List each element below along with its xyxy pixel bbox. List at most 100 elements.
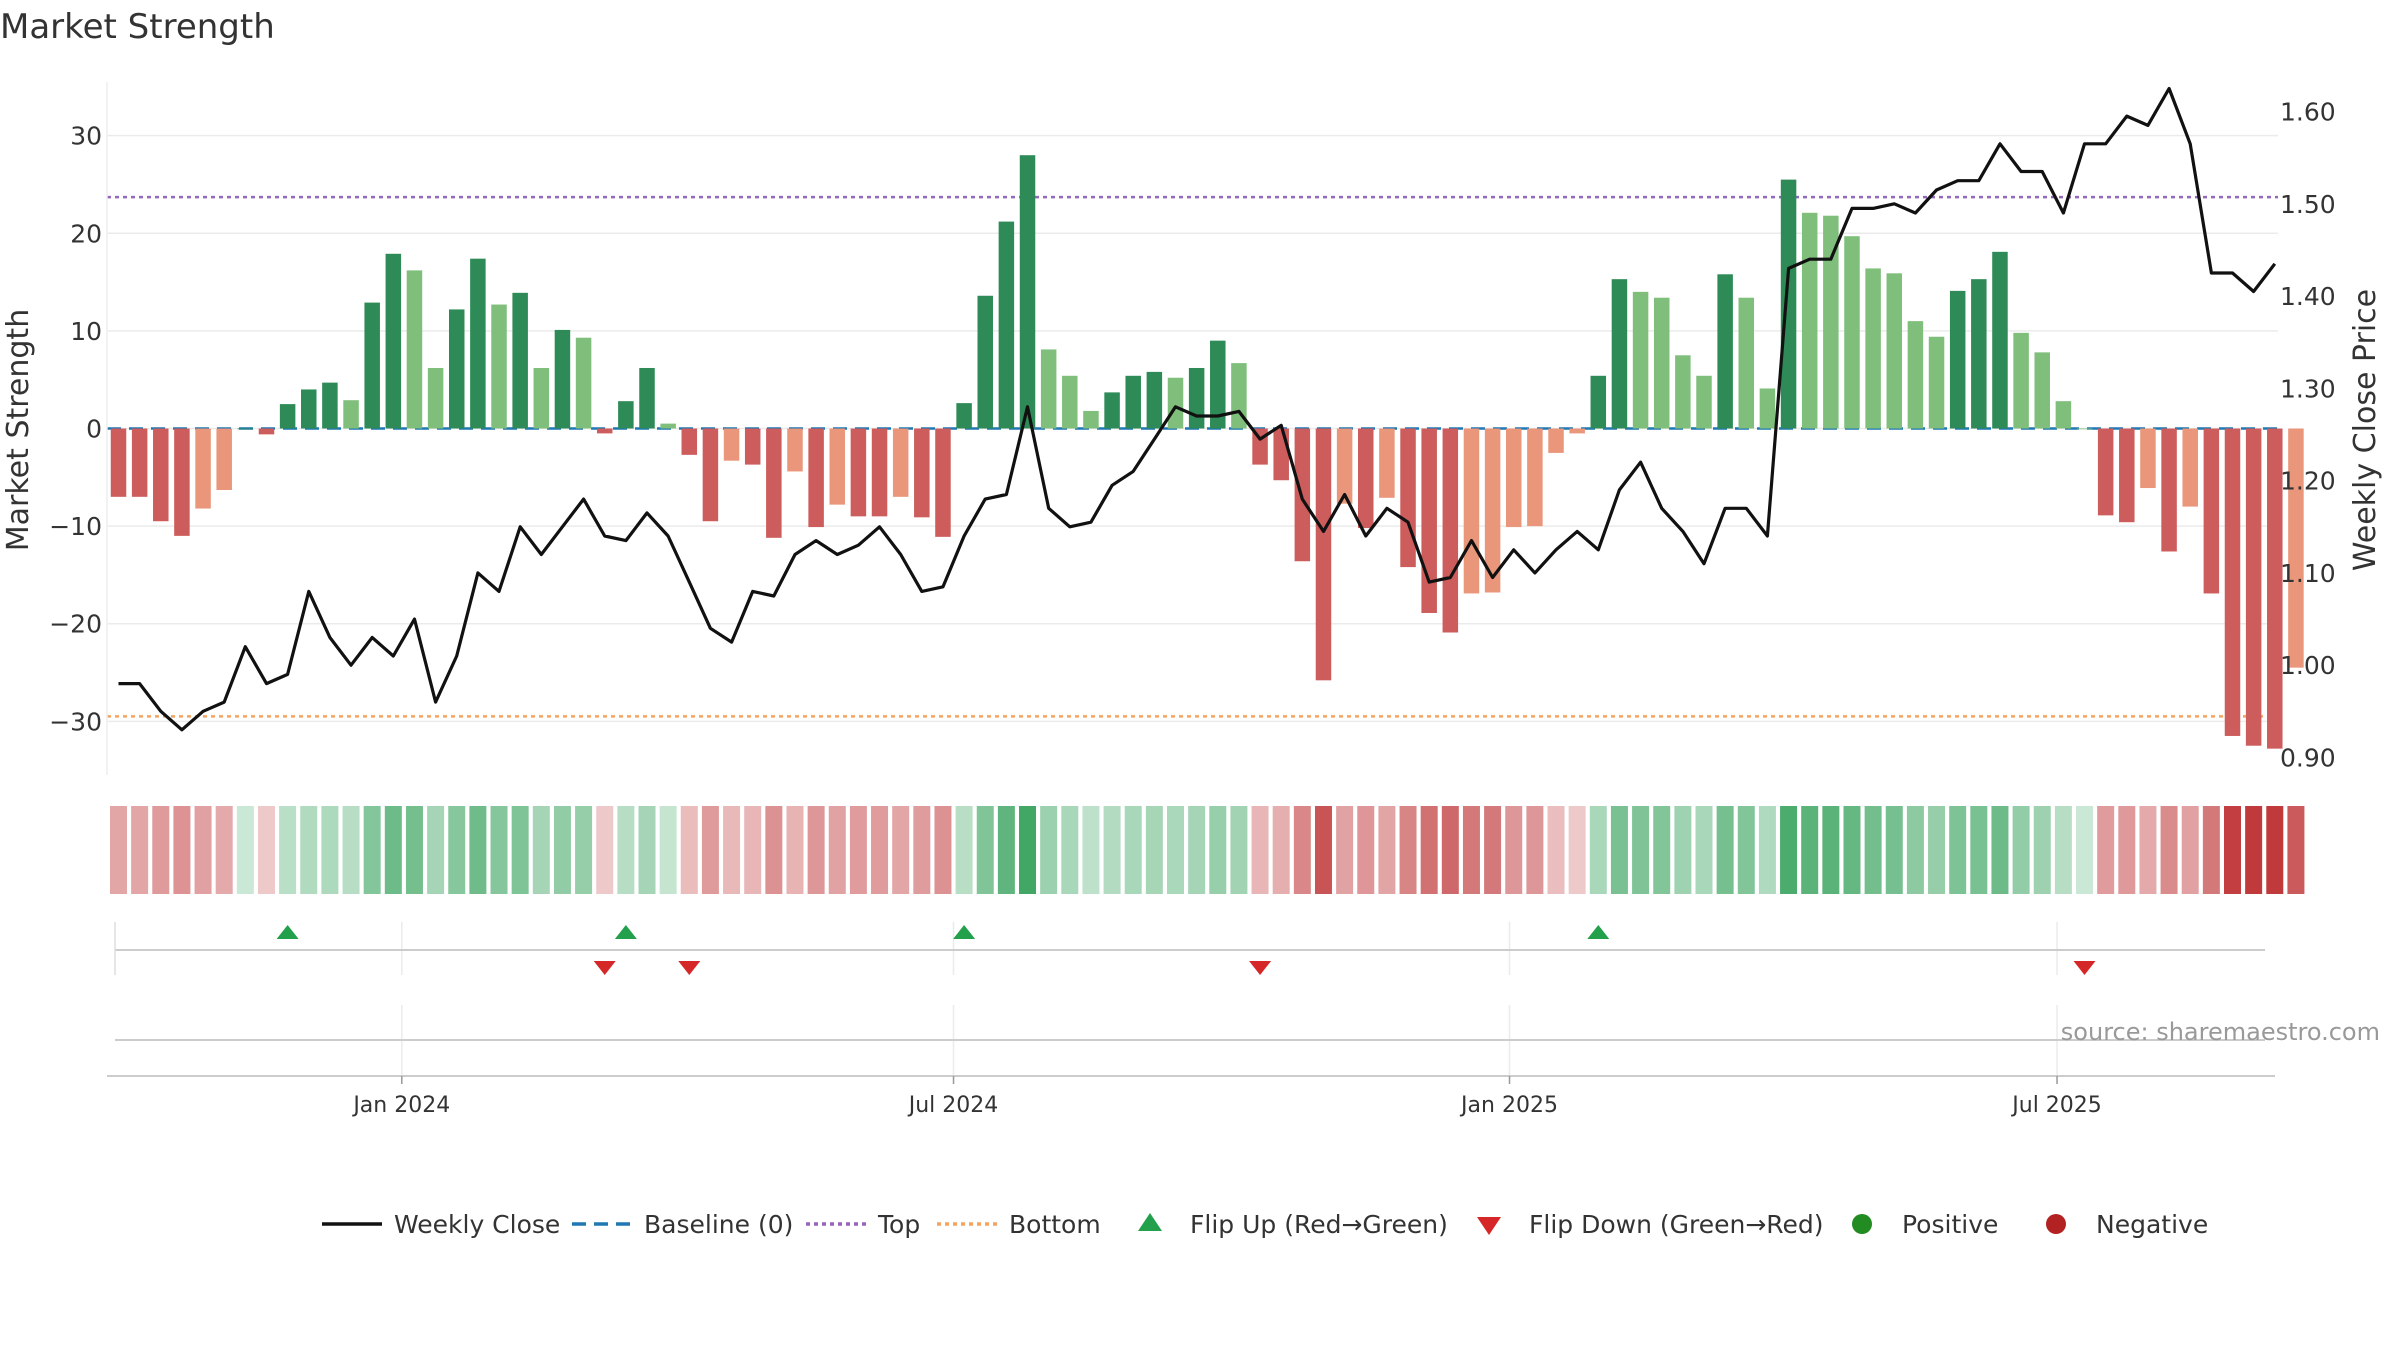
strip-cell [1737,806,1755,894]
strip-cell [659,806,677,894]
strength-bar [892,428,909,497]
strength-bar [1210,340,1226,429]
y-tick-label: 20 [70,219,102,248]
strip-cell [553,806,571,894]
strip-cell [1462,806,1480,894]
strip-cell [194,806,212,894]
strength-bar [1273,428,1289,481]
strip-cell [173,806,191,894]
strength-bar [512,292,528,429]
y-axis-label: Market Strength [1,309,36,551]
legend-label: Flip Up (Red→Green) [1190,1210,1448,1239]
lower-panel [107,1005,2275,1077]
strength-bar [1358,428,1374,529]
strength-bar [1675,355,1691,429]
strength-bar [301,389,317,429]
weekly-close-line [118,86,2277,732]
strength-bar [2076,428,2093,430]
strength-bar [1971,279,1987,429]
strip-cell [2160,806,2178,894]
strip-cell [363,806,381,894]
strip-cell [1526,806,1544,894]
strength-bar [554,329,571,429]
chart-title: Market Strength [0,7,275,47]
legend-label: Weekly Close [394,1210,560,1239]
legend-swatch [2046,1214,2066,1234]
strength-bar [1527,428,1543,527]
strip-cell [2224,806,2241,894]
strip-cell [596,806,614,894]
strip-cell [1928,806,1946,894]
legend-label: Top [877,1210,920,1239]
reference-lines [107,195,2278,718]
strip-cell [913,806,931,894]
strength-bar [1336,428,1353,504]
strength-bar [2203,428,2220,594]
strength-bar [322,382,338,429]
strip-cell [1610,806,1628,894]
y2-axis-label: Weekly Close Price [2348,289,2383,571]
strip-cell [934,806,952,894]
strip-cell [976,806,994,894]
strength-bar [1759,388,1776,429]
strip-cell [701,806,719,894]
strip-cell [1758,806,1776,894]
strength-bar [914,428,930,518]
strength-bar [1167,377,1184,429]
strip-cell [131,806,149,894]
x-axis-ticks: Jan 2024 Jul 2024 Jan 2025 Jul 2025 [351,1076,2102,1118]
strip-cell [1970,806,1988,894]
strength-bar [1696,375,1712,429]
flip-down-marker [1249,961,1272,975]
strength-bar [470,258,486,429]
heat-strip [110,806,2305,894]
strength-bar [1611,279,1628,429]
strip-cell [1378,806,1396,894]
legend-label: Baseline (0) [644,1210,793,1239]
strip-cell [1568,806,1586,894]
y-tick-label: −20 [49,610,102,639]
x-tick-label: Jul 2024 [907,1093,999,1118]
legend-label: Bottom [1009,1210,1101,1239]
strip-cell [2266,806,2284,894]
strip-cell [1822,806,1840,894]
strength-bar [1040,349,1057,429]
strength-bar [2013,332,2029,429]
flip-up-marker [276,925,299,939]
y2-axis-ticks: 1.60 1.50 1.40 1.30 1.20 1.10 1.00 0.90 [2280,98,2336,773]
strip-cell [1547,806,1565,894]
y2-tick-label: 1.00 [2280,651,2336,680]
strip-cell [723,806,741,894]
strip-cell [1103,806,1121,894]
strength-bar [427,367,444,429]
strip-cell [1040,806,1058,894]
strip-cell [1420,806,1438,894]
legend-label: Flip Down (Green→Red) [1529,1210,1824,1239]
strength-bar [618,401,634,429]
flip-up-marker [614,925,637,939]
strength-bar [1400,428,1416,568]
strength-bar [1188,367,1205,429]
strip-cell [1484,806,1502,894]
strength-bar [808,428,824,528]
strip-cell [1441,806,1459,894]
strip-cell [1188,806,1206,894]
strip-cell [575,806,593,894]
strength-bar [660,423,676,429]
flip-panel [114,922,2265,975]
legend-label: Positive [1902,1210,1998,1239]
strength-bar [829,428,846,505]
strip-cell [257,806,275,894]
weekly-close-path [118,86,2277,732]
strip-cell [427,806,445,894]
strip-cell [511,806,529,894]
flip-up-marker [953,925,976,939]
y2-tick-label: 1.10 [2280,559,2336,588]
strip-cell [1209,806,1227,894]
strip-cell [955,806,973,894]
strip-cell [1251,806,1269,894]
strip-cell [321,806,339,894]
strip-cell [1124,806,1142,894]
strip-cell [2202,806,2220,894]
y2-tick-label: 1.40 [2280,282,2336,311]
